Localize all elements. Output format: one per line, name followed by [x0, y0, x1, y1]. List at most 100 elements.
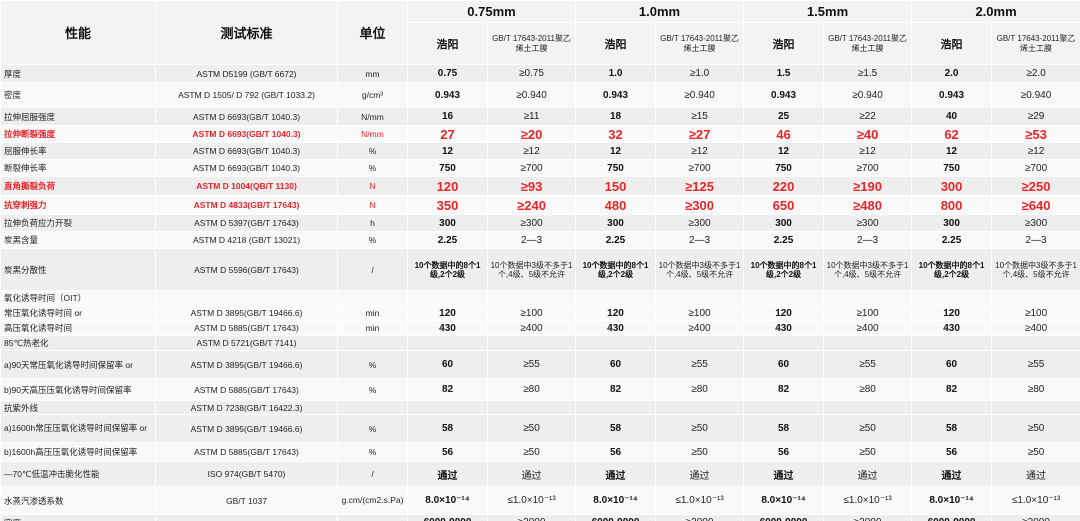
haoyang-value-cell [575, 335, 657, 351]
gb-value-cell: 2—3 [486, 231, 577, 249]
haoyang-value-cell: 通过 [743, 461, 825, 487]
property-cell: 85℃热老化 [0, 335, 156, 351]
standard-cell: ASTM D 5885(GB/T 17643) [155, 378, 338, 401]
table-row: a)1600h常压压氧化诱导时间保留率 or ASTM D 3895(GB/T 1… [0, 414, 1080, 443]
gb-value-cell: ≤1.0×10⁻¹³ [486, 486, 577, 515]
gb-value-cell: ≥2000 [655, 514, 745, 521]
table-row: 断裂伸长率 ASTM D 6693(GB/T 1040.3)% 750 ≥700 750… [0, 159, 1080, 177]
haoyang-value-cell: 1.5 [743, 64, 825, 83]
table-row: 拉伸屈服强度 ASTM D 6693(GB/T 1040.3) N/mm 16 ≥11 1… [0, 107, 1080, 126]
header-sub-gb: GB/T 17643-2011聚乙烯土工膜 [823, 22, 913, 65]
gb-value-cell: ≥1.0 [655, 64, 745, 83]
unit-cell: mm [337, 514, 408, 521]
haoyang-value-cell: 56 [407, 442, 488, 462]
unit-cell: N [337, 195, 408, 215]
gb-value-cell: ≥2.0 [991, 64, 1080, 83]
haoyang-value-cell: 300 [911, 214, 993, 232]
gb-value-cell: ≥190 [823, 176, 913, 196]
gb-value-cell: ≥80 [486, 378, 577, 401]
unit-cell: % [337, 231, 408, 249]
haoyang-value-cell: 750 [575, 159, 657, 177]
unit-cell: N/mm [337, 107, 408, 126]
table-row: 抗穿刺强力 ASTM D 4833(GB/T 17643) N 350 ≥240 480 ≥… [0, 195, 1080, 215]
unit-cell: % [337, 159, 408, 177]
gb-value-cell: ≥0.940 [823, 82, 913, 108]
haoyang-value-cell: 120 [911, 305, 993, 321]
gb-value-cell: ≥0.940 [486, 82, 577, 108]
header-thickness-1: 1.0mm [575, 0, 745, 23]
haoyang-value-cell: 800 [911, 195, 993, 215]
standard-cell: ASTM D 3895(GB/T 19466.6) [155, 414, 338, 443]
unit-cell: % [337, 378, 408, 401]
header-sub-haoyang: 浩阳 [407, 22, 488, 65]
property-cell: 氧化诱导时间（OIT） [0, 290, 156, 306]
haoyang-value-cell [743, 335, 825, 351]
table-row: 抗紫外线 ASTM D 7238(GB/T 16422.3) [0, 400, 1080, 415]
header-property: 性能 [0, 0, 156, 65]
standard-cell: ASTM D5199 (GB/T 6672) [155, 64, 338, 83]
haoyang-value-cell: 60 [743, 350, 825, 379]
haoyang-value-cell [911, 335, 993, 351]
haoyang-value-cell: 58 [911, 414, 993, 443]
gb-value-cell: ≤1.0×10⁻¹³ [655, 486, 745, 515]
haoyang-value-cell [743, 400, 825, 415]
property-cell: 抗紫外线 [0, 400, 156, 415]
haoyang-value-cell: 60 [575, 350, 657, 379]
haoyang-value-cell: 750 [911, 159, 993, 177]
gb-value-cell [655, 400, 745, 415]
property-cell: 宽度 [0, 514, 156, 521]
property-cell: b)1600h高压压氧化诱导时间保留率 [0, 442, 156, 462]
gb-value-cell: ≤1.0×10⁻¹³ [991, 486, 1080, 515]
haoyang-value-cell: 通过 [911, 461, 993, 487]
gb-value-cell: ≥50 [486, 414, 577, 443]
standard-cell: ASTM D 6693(GB/T 1040.3) [155, 142, 338, 160]
spec-table-body: 厚度 ASTM D5199 (GB/T 6672) mm 0.75 ≥0.75 1.0 ≥1… [0, 64, 1080, 521]
gb-value-cell [486, 290, 577, 306]
table-row: 拉伸断裂强度 ASTM D 6693(GB/T 1040.3) N/mm 27 ≥20 3… [0, 125, 1080, 143]
gb-value-cell: ≥100 [991, 305, 1080, 321]
table-row: 常压氧化诱导时间 or ASTM D 3895(GB/T 19466.6) min 1… [0, 305, 1080, 321]
table-row: 炭黑分散性 ASTM D 5596(GB/T 17643)/10个数据中的8个1级… [0, 248, 1080, 291]
property-cell: —70℃低温冲击脆化性能 [0, 461, 156, 487]
gb-value-cell: 2—3 [655, 231, 745, 249]
unit-cell: / [337, 461, 408, 487]
gb-value-cell: ≤1.0×10⁻¹³ [823, 486, 913, 515]
gb-value-cell: ≥55 [486, 350, 577, 379]
haoyang-value-cell: 430 [911, 320, 993, 336]
haoyang-value-cell: 1.0 [575, 64, 657, 83]
header-thickness-3: 2.0mm [911, 0, 1080, 23]
haoyang-value-cell: 750 [743, 159, 825, 177]
table-row: a)90天常压氧化诱导时间保留率 or ASTM D 3895(GB/T 1946… [0, 350, 1080, 379]
gb-value-cell: ≥250 [991, 176, 1080, 196]
property-cell: 高压氧化诱导时间 [0, 320, 156, 336]
gb-value-cell: 通过 [991, 461, 1080, 487]
haoyang-value-cell: 430 [575, 320, 657, 336]
standard-cell: ISO 974(GB/T 5470) [155, 461, 338, 487]
gb-value-cell: ≥0.940 [655, 82, 745, 108]
haoyang-value-cell: 6000-9000 [911, 514, 993, 521]
haoyang-value-cell: 56 [575, 442, 657, 462]
header-sub-gb: GB/T 17643-2011聚乙烯土工膜 [655, 22, 745, 65]
haoyang-value-cell: 18 [575, 107, 657, 126]
gb-value-cell: 10个数据中3级不多于1个,4级、5级不允许 [655, 248, 745, 291]
standard-cell: ASTM D 5885(GB/T 17643) [155, 320, 338, 336]
gb-value-cell: ≥80 [991, 378, 1080, 401]
haoyang-value-cell: 2.0 [911, 64, 993, 83]
gb-value-cell: ≥50 [655, 442, 745, 462]
gb-value-cell: ≥12 [655, 142, 745, 160]
haoyang-value-cell: 8.0×10⁻¹⁴ [407, 486, 488, 515]
haoyang-value-cell: 60 [407, 350, 488, 379]
haoyang-value-cell [911, 290, 993, 306]
haoyang-value-cell: 通过 [575, 461, 657, 487]
haoyang-value-cell: 8.0×10⁻¹⁴ [911, 486, 993, 515]
gb-value-cell: ≥80 [655, 378, 745, 401]
haoyang-value-cell: 82 [407, 378, 488, 401]
gb-value-cell: ≥12 [991, 142, 1080, 160]
standard-cell: ASTM D 5885(GB/T 17643) [155, 442, 338, 462]
property-cell: 直角撕裂负荷 [0, 176, 156, 196]
haoyang-value-cell: 6000-9000 [743, 514, 825, 521]
gb-value-cell: ≥400 [991, 320, 1080, 336]
gb-value-cell: 2—3 [823, 231, 913, 249]
gb-value-cell: ≥400 [823, 320, 913, 336]
